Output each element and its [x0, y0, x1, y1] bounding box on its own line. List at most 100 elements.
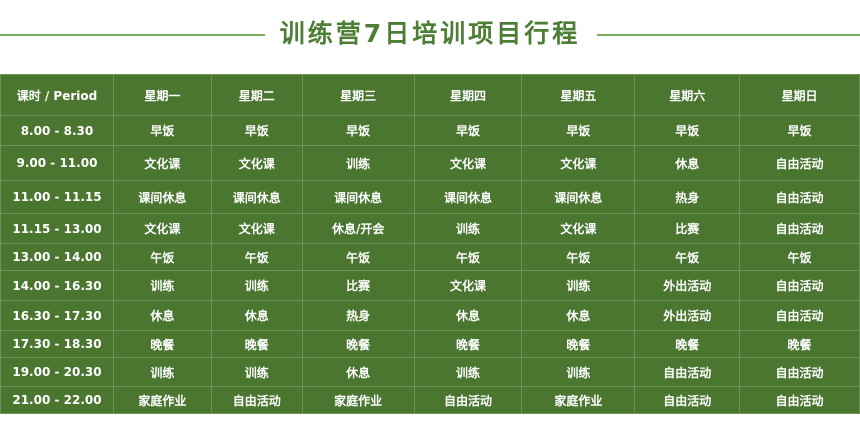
schedule-cell: 自由活动: [634, 357, 741, 387]
schedule-cell: 文化课: [413, 270, 523, 301]
time-cell: 21.00 - 22.00: [0, 386, 114, 414]
page-title: 训练营7日培训项目行程: [279, 19, 581, 48]
schedule-cell: 晚餐: [301, 330, 415, 358]
title-rule-right: [597, 34, 860, 36]
header-day: 星期四: [413, 74, 523, 116]
table-row: 8.00 - 8.30 早饭 早饭 早饭 早饭 早饭 早饭 早饭: [0, 115, 860, 146]
schedule-cell: 训练: [521, 270, 636, 301]
schedule-cell: 早饭: [739, 115, 860, 146]
header-day: 星期三: [301, 74, 415, 116]
schedule-cell: 自由活动: [739, 180, 860, 214]
header-day: 星期日: [739, 74, 860, 116]
time-cell: 9.00 - 11.00: [0, 145, 114, 181]
schedule-cell: 午饭: [413, 243, 523, 271]
schedule-cell: 比赛: [301, 270, 415, 301]
schedule-cell: 午饭: [739, 243, 860, 271]
schedule-cell: 休息: [210, 300, 303, 331]
schedule-cell: 晚餐: [413, 330, 523, 358]
schedule-cell: 训练: [112, 270, 212, 301]
schedule-cell: 文化课: [521, 213, 636, 244]
schedule-cell: 文化课: [210, 145, 303, 181]
time-cell: 14.00 - 16.30: [0, 270, 114, 301]
schedule-cell: 课间休息: [210, 180, 303, 214]
schedule-cell: 早饭: [112, 115, 212, 146]
schedule-cell: 文化课: [521, 145, 636, 181]
schedule-cell: 早饭: [634, 115, 741, 146]
schedule-cell: 课间休息: [112, 180, 212, 214]
header-day: 星期一: [112, 74, 212, 116]
schedule-cell: 训练: [413, 357, 523, 387]
schedule-cell: 训练: [521, 357, 636, 387]
schedule-cell: 自由活动: [739, 145, 860, 181]
schedule-cell: 文化课: [112, 145, 212, 181]
schedule-cell: 课间休息: [301, 180, 415, 214]
schedule-cell: 休息: [521, 300, 636, 331]
schedule-cell: 自由活动: [739, 386, 860, 414]
schedule-cell: 文化课: [413, 145, 523, 181]
schedule-cell: 晚餐: [739, 330, 860, 358]
schedule-cell: 训练: [301, 145, 415, 181]
schedule-cell: 热身: [301, 300, 415, 331]
schedule-cell: 家庭作业: [301, 386, 415, 414]
time-cell: 19.00 - 20.30: [0, 357, 114, 387]
table-row: 9.00 - 11.00 文化课 文化课 训练 文化课 文化课 休息 自由活动: [0, 145, 860, 181]
header-day: 星期六: [634, 74, 741, 116]
schedule-table: 课时 / Period 星期一 星期二 星期三 星期四 星期五 星期六 星期日 8.00 - …: [0, 74, 860, 414]
schedule-cell: 自由活动: [739, 213, 860, 244]
schedule-cell: 热身: [634, 180, 741, 214]
table-row: 21.00 - 22.00 家庭作业 自由活动 家庭作业 自由活动 家庭作业 自由活动 自由活…: [0, 386, 860, 414]
table-row: 16.30 - 17.30 休息 休息 热身 休息 休息 外出活动 自由活动: [0, 300, 860, 331]
schedule-cell: 午饭: [521, 243, 636, 271]
time-cell: 8.00 - 8.30: [0, 115, 114, 146]
time-cell: 11.15 - 13.00: [0, 213, 114, 244]
schedule-cell: 文化课: [210, 213, 303, 244]
schedule-cell: 训练: [210, 357, 303, 387]
schedule-cell: 外出活动: [634, 300, 741, 331]
schedule-cell: 自由活动: [413, 386, 523, 414]
time-cell: 17.30 - 18.30: [0, 330, 114, 358]
title-rule-left: [0, 34, 265, 36]
schedule-cell: 训练: [210, 270, 303, 301]
schedule-cell: 家庭作业: [112, 386, 212, 414]
schedule-cell: 家庭作业: [521, 386, 636, 414]
schedule-cell: 休息/开会: [301, 213, 415, 244]
table-row: 11.15 - 13.00 文化课 文化课 休息/开会 训练 文化课 比赛 自由活动: [0, 213, 860, 244]
schedule-cell: 午饭: [301, 243, 415, 271]
schedule-cell: 午饭: [112, 243, 212, 271]
table-row: 17.30 - 18.30 晚餐 晚餐 晚餐 晚餐 晚餐 晚餐 晚餐: [0, 330, 860, 358]
table-row: 11.00 - 11.15 课间休息 课间休息 课间休息 课间休息 课间休息 热身 自由活动: [0, 180, 860, 214]
schedule-cell: 训练: [413, 213, 523, 244]
schedule-cell: 休息: [413, 300, 523, 331]
schedule-cell: 课间休息: [521, 180, 636, 214]
time-cell: 11.00 - 11.15: [0, 180, 114, 214]
schedule-cell: 文化课: [112, 213, 212, 244]
schedule-cell: 晚餐: [112, 330, 212, 358]
schedule-cell: 早饭: [301, 115, 415, 146]
schedule-cell: 训练: [112, 357, 212, 387]
time-cell: 13.00 - 14.00: [0, 243, 114, 271]
header-period: 课时 / Period: [0, 74, 114, 116]
schedule-cell: 自由活动: [739, 270, 860, 301]
time-cell: 16.30 - 17.30: [0, 300, 114, 331]
schedule-cell: 午饭: [210, 243, 303, 271]
schedule-cell: 早饭: [521, 115, 636, 146]
schedule-cell: 晚餐: [634, 330, 741, 358]
schedule-cell: 自由活动: [739, 300, 860, 331]
schedule-cell: 自由活动: [634, 386, 741, 414]
schedule-cell: 晚餐: [210, 330, 303, 358]
schedule-cell: 晚餐: [521, 330, 636, 358]
table-row: 14.00 - 16.30 训练 训练 比赛 文化课 训练 外出活动 自由活动: [0, 270, 860, 301]
schedule-cell: 休息: [634, 145, 741, 181]
schedule-cell: 午饭: [634, 243, 741, 271]
schedule-cell: 休息: [112, 300, 212, 331]
table-row: 19.00 - 20.30 训练 训练 休息 训练 训练 自由活动 自由活动: [0, 357, 860, 387]
header-day: 星期二: [210, 74, 303, 116]
table-row: 13.00 - 14.00 午饭 午饭 午饭 午饭 午饭 午饭 午饭: [0, 243, 860, 271]
schedule-cell: 比赛: [634, 213, 741, 244]
schedule-cell: 早饭: [210, 115, 303, 146]
schedule-cell: 自由活动: [210, 386, 303, 414]
schedule-cell: 早饭: [413, 115, 523, 146]
schedule-cell: 自由活动: [739, 357, 860, 387]
schedule-cell: 课间休息: [413, 180, 523, 214]
schedule-cell: 休息: [301, 357, 415, 387]
